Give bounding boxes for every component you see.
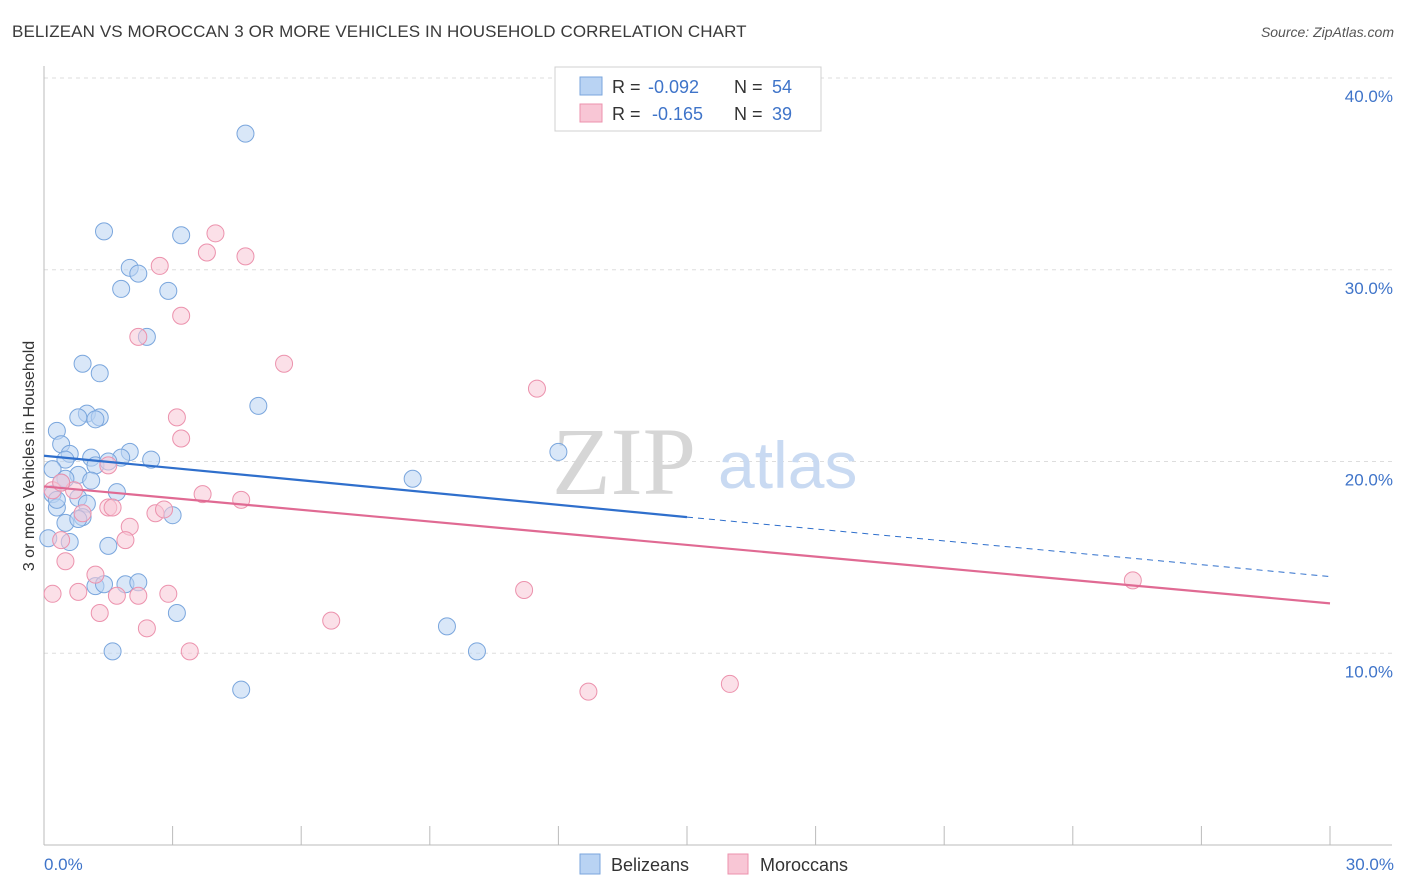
stats-legend: R = -0.092 N = 54 R = -0.165 N = 39	[554, 66, 822, 132]
point-moroccans	[129, 327, 148, 346]
point-belizeans	[467, 642, 486, 661]
y-tick-label: 10.0%	[1345, 662, 1393, 681]
point-belizeans	[43, 460, 62, 479]
trend-line-belizeans	[43, 454, 688, 519]
point-belizeans	[90, 364, 109, 383]
point-moroccans	[515, 580, 534, 599]
point-belizeans	[159, 281, 178, 300]
tick-labels: 10.0% 20.0% 30.0% 40.0% 0.0% 30.0%	[44, 87, 1394, 874]
point-moroccans	[159, 584, 178, 603]
point-belizeans	[232, 680, 251, 699]
point-moroccans	[69, 582, 88, 601]
point-moroccans	[172, 429, 191, 448]
point-belizeans	[86, 410, 105, 429]
point-moroccans	[43, 584, 62, 603]
legend-n-label-moroccans: N =	[734, 104, 763, 124]
y-tick-label: 40.0%	[1345, 87, 1393, 106]
point-belizeans	[69, 408, 88, 427]
point-moroccans	[73, 504, 92, 523]
legend-r-value-moroccans: -0.165	[652, 104, 703, 124]
legend-n-value-moroccans: 39	[772, 104, 792, 124]
point-moroccans	[193, 485, 212, 504]
point-belizeans	[549, 442, 568, 461]
point-belizeans	[437, 617, 456, 636]
bottom-legend-swatch-belizeans	[579, 853, 601, 875]
point-moroccans	[155, 500, 174, 519]
point-moroccans	[527, 379, 546, 398]
y-tick-label: 20.0%	[1345, 471, 1393, 490]
watermark-atlas: atlas	[718, 428, 857, 502]
point-moroccans	[52, 531, 71, 550]
x-tick-label: 0.0%	[44, 855, 83, 874]
point-moroccans	[180, 642, 199, 661]
y-tick-label: 30.0%	[1345, 279, 1393, 298]
x-tick-label: 30.0%	[1346, 855, 1394, 874]
point-belizeans	[167, 603, 186, 622]
trend-lines	[43, 454, 1331, 605]
point-moroccans	[322, 611, 341, 630]
chart-source: Source: ZipAtlas.com	[1260, 24, 1394, 40]
trend-line-moroccans	[43, 485, 1331, 605]
bottom-legend-label-moroccans: Moroccans	[760, 855, 848, 875]
point-belizeans	[403, 469, 422, 488]
point-moroccans	[172, 306, 191, 325]
legend-swatch-belizeans	[579, 76, 603, 96]
point-belizeans	[112, 279, 131, 298]
point-moroccans	[129, 586, 148, 605]
chart-title: BELIZEAN VS MOROCCAN 3 OR MORE VEHICLES …	[12, 22, 747, 41]
series-legend: Belizeans Moroccans	[579, 853, 848, 875]
axes	[43, 66, 1392, 846]
point-belizeans	[142, 450, 161, 469]
point-moroccans	[103, 498, 122, 517]
legend-swatch-moroccans	[579, 103, 603, 123]
point-moroccans	[56, 552, 75, 571]
point-belizeans	[73, 354, 92, 373]
point-belizeans	[99, 536, 118, 555]
point-moroccans	[99, 456, 118, 475]
legend-n-label-belizeans: N =	[734, 77, 763, 97]
point-moroccans	[720, 674, 739, 693]
point-moroccans	[167, 408, 186, 427]
y-axis-label: 3 or more Vehicles in Household	[21, 341, 38, 571]
gridlines	[44, 77, 1392, 654]
point-moroccans	[150, 256, 169, 275]
bottom-legend-label-belizeans: Belizeans	[611, 855, 689, 875]
legend-r-label-moroccans: R =	[612, 104, 641, 124]
point-belizeans	[95, 222, 114, 241]
point-moroccans	[116, 531, 135, 550]
legend-r-label-belizeans: R =	[612, 77, 641, 97]
point-belizeans	[103, 642, 122, 661]
point-moroccans	[107, 586, 126, 605]
data-points	[39, 124, 1142, 701]
point-moroccans	[137, 619, 156, 638]
point-moroccans	[275, 354, 294, 373]
point-belizeans	[129, 264, 148, 283]
point-moroccans	[86, 565, 105, 584]
point-belizeans	[82, 471, 101, 490]
point-moroccans	[206, 224, 225, 243]
legend-n-value-belizeans: 54	[772, 77, 792, 97]
watermark-zip: ZIP	[552, 408, 696, 515]
point-moroccans	[579, 682, 598, 701]
point-belizeans	[172, 226, 191, 245]
trend-line-extension-belizeans	[686, 516, 1331, 578]
point-belizeans	[249, 396, 268, 415]
point-moroccans	[197, 243, 216, 262]
legend-r-value-belizeans: -0.092	[648, 77, 699, 97]
watermark: ZIP atlas	[552, 408, 857, 515]
bottom-legend-swatch-moroccans	[727, 853, 749, 875]
point-moroccans	[236, 247, 255, 266]
point-moroccans	[90, 603, 109, 622]
point-belizeans	[236, 124, 255, 143]
